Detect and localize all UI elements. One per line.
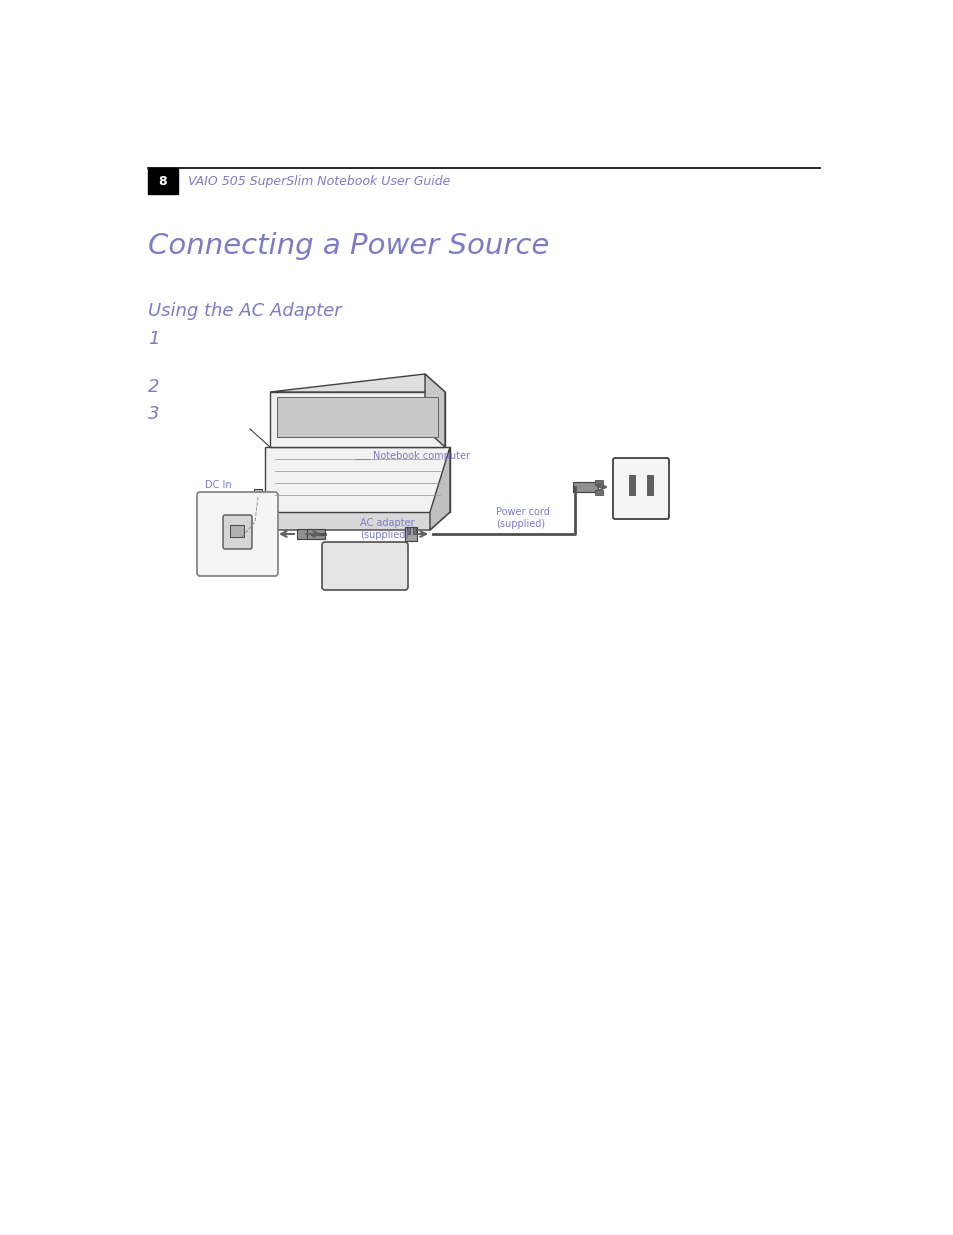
FancyBboxPatch shape (223, 515, 252, 550)
Bar (595, 480, 602, 485)
Bar (573, 482, 598, 492)
Text: 3: 3 (148, 405, 159, 424)
FancyBboxPatch shape (196, 492, 277, 576)
Bar (595, 490, 602, 495)
Text: VAIO 505 SuperSlim Notebook User Guide: VAIO 505 SuperSlim Notebook User Guide (188, 174, 450, 188)
Polygon shape (245, 513, 450, 530)
Bar (307, 529, 325, 538)
Bar (253, 489, 262, 505)
Text: Using the AC Adapter: Using the AC Adapter (148, 303, 341, 320)
Polygon shape (270, 374, 444, 391)
Bar (628, 475, 635, 495)
Polygon shape (265, 447, 450, 513)
Bar (405, 527, 416, 541)
Bar (407, 527, 410, 534)
Text: Connecting a Power Source: Connecting a Power Source (148, 232, 549, 261)
Text: Notebook computer: Notebook computer (373, 451, 470, 461)
Polygon shape (270, 391, 444, 447)
Text: 2: 2 (148, 378, 159, 396)
Text: 8: 8 (158, 174, 167, 188)
Polygon shape (430, 447, 450, 530)
Polygon shape (424, 374, 444, 447)
Bar (231, 525, 244, 537)
Bar (296, 529, 312, 538)
Polygon shape (276, 396, 437, 437)
Text: 1: 1 (148, 330, 159, 348)
FancyBboxPatch shape (322, 542, 408, 590)
FancyBboxPatch shape (613, 458, 668, 519)
Bar (413, 527, 416, 534)
Text: Power cord
(supplied): Power cord (supplied) (496, 506, 549, 529)
Bar (148, 168, 178, 194)
Text: AC adapter
(supplied): AC adapter (supplied) (359, 517, 415, 540)
Text: DC In: DC In (205, 480, 232, 490)
Bar (646, 475, 652, 495)
